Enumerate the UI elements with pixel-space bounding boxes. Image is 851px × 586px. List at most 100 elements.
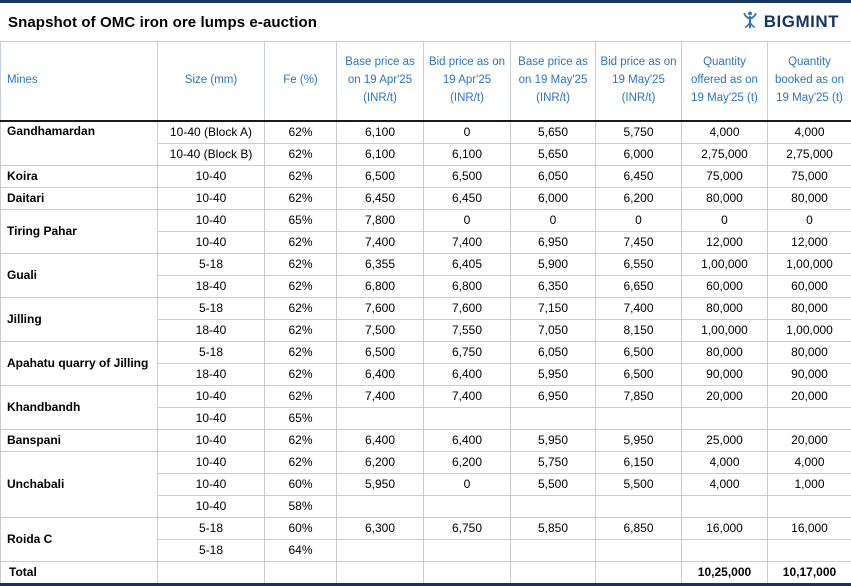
mine-name-cell: Roida C <box>1 518 158 562</box>
bid-price-may-cell: 5,500 <box>596 474 682 496</box>
bid-price-apr-cell: 7,400 <box>424 386 511 408</box>
bid-price-may-cell: 6,200 <box>596 188 682 210</box>
base-price-may-cell: 6,000 <box>511 188 596 210</box>
bid-price-may-cell: 7,850 <box>596 386 682 408</box>
column-header-3: Base price as on 19 Apr'25 (INR/t) <box>337 42 424 122</box>
bigmint-logo-text: BIGMINT <box>764 12 839 32</box>
bid-price-apr-cell: 0 <box>424 210 511 232</box>
quantity-booked-cell: 60,000 <box>768 276 851 298</box>
fe-cell: 62% <box>265 276 337 298</box>
mine-name-cell: Daitari <box>1 188 158 210</box>
quantity-offered-cell: 1,00,000 <box>682 254 768 276</box>
quantity-booked-cell: 0 <box>768 210 851 232</box>
bigmint-logo-icon <box>740 10 760 35</box>
quantity-offered-cell: 2,75,000 <box>682 144 768 166</box>
quantity-offered-cell: 90,000 <box>682 364 768 386</box>
mine-name-cell: Tiring Pahar <box>1 210 158 254</box>
bid-price-may-cell: 7,450 <box>596 232 682 254</box>
base-price-may-cell: 5,950 <box>511 430 596 452</box>
column-header-1: Size (mm) <box>158 42 265 122</box>
bid-price-apr-cell: 0 <box>424 474 511 496</box>
quantity-offered-cell: 80,000 <box>682 298 768 320</box>
column-header-7: Quantity offered as on 19 May'25 (t) <box>682 42 768 122</box>
size-cell: 10-40 <box>158 430 265 452</box>
base-price-may-cell: 6,950 <box>511 386 596 408</box>
fe-cell: 62% <box>265 188 337 210</box>
mine-name-cell: Banspani <box>1 430 158 452</box>
quantity-offered-cell: 4,000 <box>682 474 768 496</box>
total-empty-cell <box>424 562 511 585</box>
bid-price-apr-cell: 6,200 <box>424 452 511 474</box>
column-header-6: Bid price as on 19 May'25 (INR/t) <box>596 42 682 122</box>
mine-name-cell: Khandbandh <box>1 386 158 430</box>
size-cell: 18-40 <box>158 364 265 386</box>
bid-price-may-cell: 6,500 <box>596 364 682 386</box>
quantity-offered-cell: 80,000 <box>682 342 768 364</box>
fe-cell: 62% <box>265 342 337 364</box>
base-price-may-cell: 5,750 <box>511 452 596 474</box>
bid-price-may-cell: 6,500 <box>596 342 682 364</box>
base-price-apr-cell: 6,200 <box>337 452 424 474</box>
base-price-may-cell: 5,850 <box>511 518 596 540</box>
base-price-apr-cell: 6,355 <box>337 254 424 276</box>
bid-price-apr-cell: 6,405 <box>424 254 511 276</box>
fe-cell: 62% <box>265 144 337 166</box>
fe-cell: 62% <box>265 386 337 408</box>
base-price-may-cell <box>511 408 596 430</box>
quantity-booked-cell: 2,75,000 <box>768 144 851 166</box>
bid-price-may-cell: 6,550 <box>596 254 682 276</box>
mine-name-cell: Koira <box>1 166 158 188</box>
bid-price-apr-cell: 6,400 <box>424 430 511 452</box>
bid-price-may-cell: 6,850 <box>596 518 682 540</box>
base-price-may-cell: 5,500 <box>511 474 596 496</box>
fe-cell: 62% <box>265 166 337 188</box>
size-cell: 10-40 <box>158 188 265 210</box>
size-cell: 10-40 <box>158 474 265 496</box>
base-price-apr-cell: 6,100 <box>337 144 424 166</box>
fe-cell: 58% <box>265 496 337 518</box>
bid-price-apr-cell: 7,400 <box>424 232 511 254</box>
base-price-apr-cell <box>337 408 424 430</box>
bid-price-apr-cell <box>424 408 511 430</box>
fe-cell: 62% <box>265 430 337 452</box>
size-cell: 10-40 <box>158 452 265 474</box>
mine-name-cell: Jilling <box>1 298 158 342</box>
quantity-offered-cell: 75,000 <box>682 166 768 188</box>
base-price-may-cell <box>511 540 596 562</box>
base-price-apr-cell: 7,400 <box>337 386 424 408</box>
column-header-8: Quantity booked as on 19 May'25 (t) <box>768 42 851 122</box>
bid-price-may-cell: 6,000 <box>596 144 682 166</box>
quantity-offered-cell: 25,000 <box>682 430 768 452</box>
quantity-booked-cell: 75,000 <box>768 166 851 188</box>
size-cell: 10-40 (Block A) <box>158 121 265 144</box>
bigmint-logo: BIGMINT <box>740 10 839 35</box>
quantity-booked-cell: 80,000 <box>768 342 851 364</box>
quantity-offered-cell: 20,000 <box>682 386 768 408</box>
fe-cell: 64% <box>265 540 337 562</box>
total-empty-cell <box>511 562 596 585</box>
quantity-booked-cell: 90,000 <box>768 364 851 386</box>
bid-price-may-cell: 0 <box>596 210 682 232</box>
quantity-booked-cell: 4,000 <box>768 121 851 144</box>
mine-name-cell: Guali <box>1 254 158 298</box>
bid-price-apr-cell <box>424 540 511 562</box>
bid-price-apr-cell: 0 <box>424 121 511 144</box>
base-price-may-cell: 6,350 <box>511 276 596 298</box>
bid-price-may-cell: 5,950 <box>596 430 682 452</box>
quantity-booked-cell: 80,000 <box>768 188 851 210</box>
fe-cell: 62% <box>265 320 337 342</box>
fe-cell: 60% <box>265 474 337 496</box>
quantity-booked-cell: 1,00,000 <box>768 320 851 342</box>
fe-cell: 65% <box>265 408 337 430</box>
base-price-may-cell: 5,650 <box>511 121 596 144</box>
